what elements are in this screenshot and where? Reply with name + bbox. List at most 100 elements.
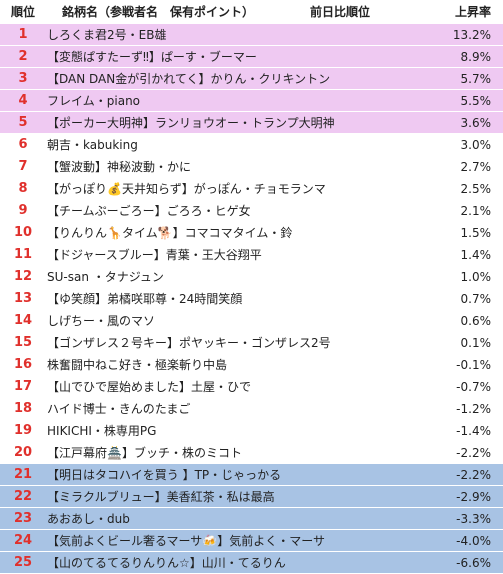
entry-name: 【ゴンザレス２号キー】ポヤッキー・ゴンザレス2号 bbox=[47, 336, 331, 350]
table-row: 7 【蟹波動】神秘波動・かに 2.7% bbox=[0, 156, 503, 178]
rate: 2.1% bbox=[460, 204, 492, 218]
entry-name: あおあし・dub bbox=[47, 512, 130, 526]
rate: 2.7% bbox=[460, 160, 492, 174]
rank: 8 bbox=[18, 181, 28, 196]
entry-name: 【蟹波動】神秘波動・かに bbox=[47, 160, 192, 174]
rate: -2.9% bbox=[456, 490, 491, 504]
rate: 3.0% bbox=[460, 138, 492, 152]
entry-name: 朝吉・kabuking bbox=[47, 138, 138, 152]
table-row: 20 【江戸幕府🏯】ブッチ・株のミコト -2.2% bbox=[0, 442, 503, 464]
table-row: 13 【ゆ笑顔】弟橘咲耶尊・24時間笑顔 0.7% bbox=[0, 288, 503, 310]
table-row: 10 【りんりん🦒タイム🐕】コマコマタイム・鈴 1.5% bbox=[0, 222, 503, 244]
table-row: 5 【ポーカー大明神】ランリョウオー・トランプ大明神 3.6% bbox=[0, 112, 503, 134]
rate: -0.1% bbox=[456, 358, 491, 372]
entry-name: 【DAN DAN金が引かれてく】かりん・クリキントン bbox=[47, 72, 331, 86]
rank: 6 bbox=[18, 137, 28, 152]
rank: 9 bbox=[18, 203, 28, 218]
table-row: 16 株奮闘中ねこ好き・極楽斬り中島 -0.1% bbox=[0, 354, 503, 376]
table-row: 21 【明日はタコハイを買う 】TP・じゃっかる -2.2% bbox=[0, 464, 503, 486]
rate: -0.7% bbox=[456, 380, 491, 394]
table-row: 18 ハイド博士・きんのたまご -1.2% bbox=[0, 398, 503, 420]
entry-name: 【山でひで屋始めました】土屋・ひで bbox=[47, 380, 252, 394]
table-row: 19 HIKICHI・株専用PG -1.4% bbox=[0, 420, 503, 442]
rank: 11 bbox=[13, 247, 33, 262]
entry-name: 【変態ぱすたーず‼】ぱーす・ブーマー bbox=[47, 50, 257, 64]
rank: 7 bbox=[18, 159, 28, 174]
entry-name: 【山のてるてるりんりん☆】山川・てるりん bbox=[47, 556, 286, 570]
entry-name: 【江戸幕府🏯】ブッチ・株のミコト bbox=[47, 446, 242, 460]
entry-name: 【チームぷーごろー】ごろろ・ヒゲ女 bbox=[47, 204, 251, 218]
rate: 5.7% bbox=[460, 72, 492, 86]
header-rate: 上昇率 bbox=[454, 5, 491, 19]
table-row: 22 【ミラクルブリュー】美香紅茶・私は最高 -2.9% bbox=[0, 486, 503, 508]
entry-name: フレイム・piano bbox=[47, 94, 141, 108]
rate: 1.4% bbox=[460, 248, 492, 262]
header-row: 順位 銘柄名（参戦者名 保有ポイント） 前日比順位 上昇率 bbox=[0, 0, 503, 25]
rate: -4.0% bbox=[456, 534, 491, 548]
rank: 10 bbox=[13, 225, 33, 240]
rank: 17 bbox=[13, 379, 33, 394]
rank: 12 bbox=[13, 269, 33, 284]
rank: 25 bbox=[13, 555, 33, 570]
table-row: 25 【山のてるてるりんりん☆】山川・てるりん -6.6% bbox=[0, 552, 503, 574]
rate: -2.2% bbox=[456, 468, 491, 482]
rate: 1.5% bbox=[460, 226, 492, 240]
rank: 5 bbox=[18, 115, 28, 130]
rank: 23 bbox=[13, 511, 33, 526]
header-name: 銘柄名（参戦者名 保有ポイント） bbox=[62, 5, 255, 19]
rank: 18 bbox=[13, 401, 33, 416]
table-row: 4 フレイム・piano 5.5% bbox=[0, 90, 503, 112]
table-row: 24 【気前よくビール奢るマーサ🍻】気前よく・マーサ -4.0% bbox=[0, 530, 503, 552]
entry-name: HIKICHI・株専用PG bbox=[47, 424, 157, 438]
rate: 0.1% bbox=[460, 336, 492, 350]
rate: 8.9% bbox=[460, 50, 492, 64]
rank: 15 bbox=[13, 335, 33, 350]
entry-name: しげちー・風のマソ bbox=[47, 314, 156, 328]
rate: -1.2% bbox=[456, 402, 491, 416]
rank: 4 bbox=[18, 93, 28, 108]
rate: 0.7% bbox=[460, 292, 492, 306]
entry-name: 【ポーカー大明神】ランリョウオー・トランプ大明神 bbox=[47, 116, 335, 130]
entry-name: しろくま君2号・EB雄 bbox=[47, 28, 167, 42]
table-row: 1 しろくま君2号・EB雄 13.2% bbox=[0, 24, 503, 46]
table-row: 6 朝吉・kabuking 3.0% bbox=[0, 134, 503, 156]
rate: 3.6% bbox=[460, 116, 492, 130]
rank: 1 bbox=[18, 27, 28, 42]
table-row: 14 しげちー・風のマソ 0.6% bbox=[0, 310, 503, 332]
header-prev: 前日比順位 bbox=[310, 5, 371, 19]
table-row: 15 【ゴンザレス２号キー】ポヤッキー・ゴンザレス2号 0.1% bbox=[0, 332, 503, 354]
entry-name: 【がっぽり💰天井知らず】がっぽん・チョモランマ bbox=[47, 182, 326, 196]
table-row: 8 【がっぽり💰天井知らず】がっぽん・チョモランマ 2.5% bbox=[0, 178, 503, 200]
rate: 1.0% bbox=[460, 270, 492, 284]
rank: 14 bbox=[13, 313, 33, 328]
table-row: 12 SU-san ・タナジュン 1.0% bbox=[0, 266, 503, 288]
rate: 13.2% bbox=[452, 28, 491, 42]
table-row: 17 【山でひで屋始めました】土屋・ひで -0.7% bbox=[0, 376, 503, 398]
rank: 21 bbox=[13, 467, 33, 482]
rate: -1.4% bbox=[456, 424, 491, 438]
table-row: 3 【DAN DAN金が引かれてく】かりん・クリキントン 5.7% bbox=[0, 68, 503, 90]
entry-name: ハイド博士・きんのたまご bbox=[47, 402, 191, 416]
rank: 2 bbox=[18, 49, 28, 64]
rank: 16 bbox=[13, 357, 33, 372]
table-row: 9 【チームぷーごろー】ごろろ・ヒゲ女 2.1% bbox=[0, 200, 503, 222]
table-row: 2 【変態ぱすたーず‼】ぱーす・ブーマー 8.9% bbox=[0, 46, 503, 68]
rate: -3.3% bbox=[456, 512, 491, 526]
rank: 13 bbox=[13, 291, 33, 306]
rank: 19 bbox=[13, 423, 33, 438]
header-rank: 順位 bbox=[10, 5, 35, 19]
rate: -2.2% bbox=[456, 446, 491, 460]
entry-name: 【ミラクルブリュー】美香紅茶・私は最高 bbox=[47, 490, 275, 504]
rate: -6.6% bbox=[456, 556, 491, 570]
rank: 24 bbox=[13, 533, 33, 548]
rate: 2.5% bbox=[460, 182, 492, 196]
entry-name: 株奮闘中ねこ好き・極楽斬り中島 bbox=[47, 358, 228, 372]
rate: 0.6% bbox=[460, 314, 492, 328]
entry-name: 【明日はタコハイを買う 】TP・じゃっかる bbox=[47, 468, 282, 482]
entry-name: SU-san ・タナジュン bbox=[47, 270, 164, 284]
rate: 5.5% bbox=[460, 94, 492, 108]
entry-name: 【気前よくビール奢るマーサ🍻】気前よく・マーサ bbox=[47, 534, 325, 548]
rank: 20 bbox=[13, 445, 33, 460]
